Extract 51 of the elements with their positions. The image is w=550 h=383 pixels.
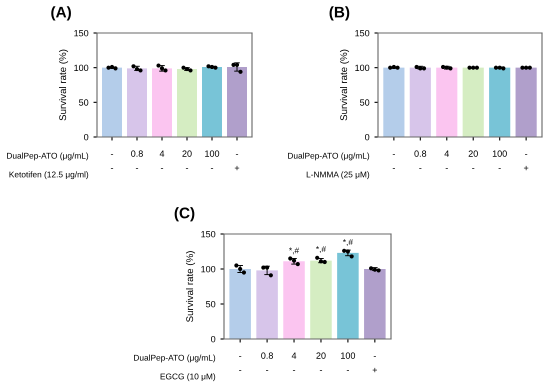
y-tick-label: 150: [355, 30, 370, 36]
category-label: 4 -: [292, 352, 296, 371]
category-label: - -: [392, 154, 395, 169]
category-label: 0.8 -: [261, 352, 273, 371]
text: Ketotifen (12.5 μg/ml): [10, 171, 88, 180]
category-label: 0.8 -: [131, 150, 143, 169]
bar: [310, 260, 332, 339]
category-label: 20 -: [468, 150, 478, 169]
chart-title: (A): [51, 6, 71, 21]
annotation: *,#: [316, 246, 326, 253]
bar: [364, 269, 386, 339]
bar: [229, 269, 251, 339]
y-tick-label: 0: [365, 134, 370, 140]
category-label: - +: [372, 356, 378, 372]
y-tick-label: 150: [201, 230, 216, 238]
category-label: 100 -: [341, 352, 356, 371]
category-label: - +: [524, 154, 528, 170]
y-axis-title: Survival rate (%): [186, 251, 196, 322]
chart-title: (C): [174, 207, 194, 222]
category-label: - -: [110, 154, 114, 169]
category-label: 4 -: [160, 150, 164, 169]
text: L-NMMA (25 μM): [306, 171, 370, 180]
y-tick-label: 100: [74, 64, 88, 72]
text: EGCG (10 μM): [160, 373, 216, 382]
category-label: - -: [239, 356, 242, 371]
text: DualPep-ATO (μg/mL): [7, 152, 88, 160]
y-tick-label: 50: [206, 300, 216, 308]
annotation: *,#: [342, 239, 353, 246]
category-label: - +: [234, 154, 240, 170]
y-axis-title: Survival rate (%): [58, 50, 68, 120]
y-tick-label: 0: [84, 134, 88, 140]
category-label: 20 -: [182, 150, 192, 169]
chart-title: (B): [330, 6, 350, 21]
annotation: *,#: [289, 248, 300, 254]
text: DualPep-ATO (μg/mL): [134, 354, 216, 362]
text: DualPep-ATO (μg/mL): [288, 152, 370, 160]
y-axis-title: Survival rate (%): [340, 50, 350, 120]
category-label: 100 -: [205, 150, 220, 169]
category-label: 0.8 -: [414, 150, 426, 169]
category-label: 20 -: [316, 352, 326, 371]
y-tick-label: 0: [211, 336, 216, 342]
bar: [337, 252, 359, 339]
y-tick-label: 150: [74, 30, 88, 36]
y-tick-label: 50: [78, 99, 88, 106]
y-tick-label: 50: [360, 99, 370, 106]
bar: [256, 270, 278, 339]
y-tick-label: 100: [355, 64, 370, 72]
category-label: 4 -: [444, 150, 450, 169]
category-label: 100 -: [492, 150, 507, 169]
bar: [283, 261, 305, 339]
y-tick-label: 100: [201, 266, 216, 272]
